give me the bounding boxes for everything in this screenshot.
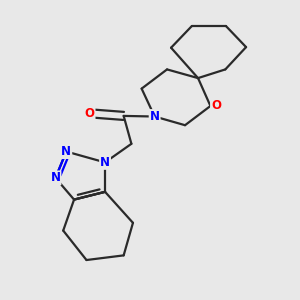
Text: N: N <box>100 156 110 169</box>
Text: O: O <box>211 100 221 112</box>
Text: N: N <box>150 110 160 123</box>
Text: O: O <box>85 107 94 120</box>
Text: N: N <box>61 145 71 158</box>
Text: N: N <box>50 171 61 184</box>
